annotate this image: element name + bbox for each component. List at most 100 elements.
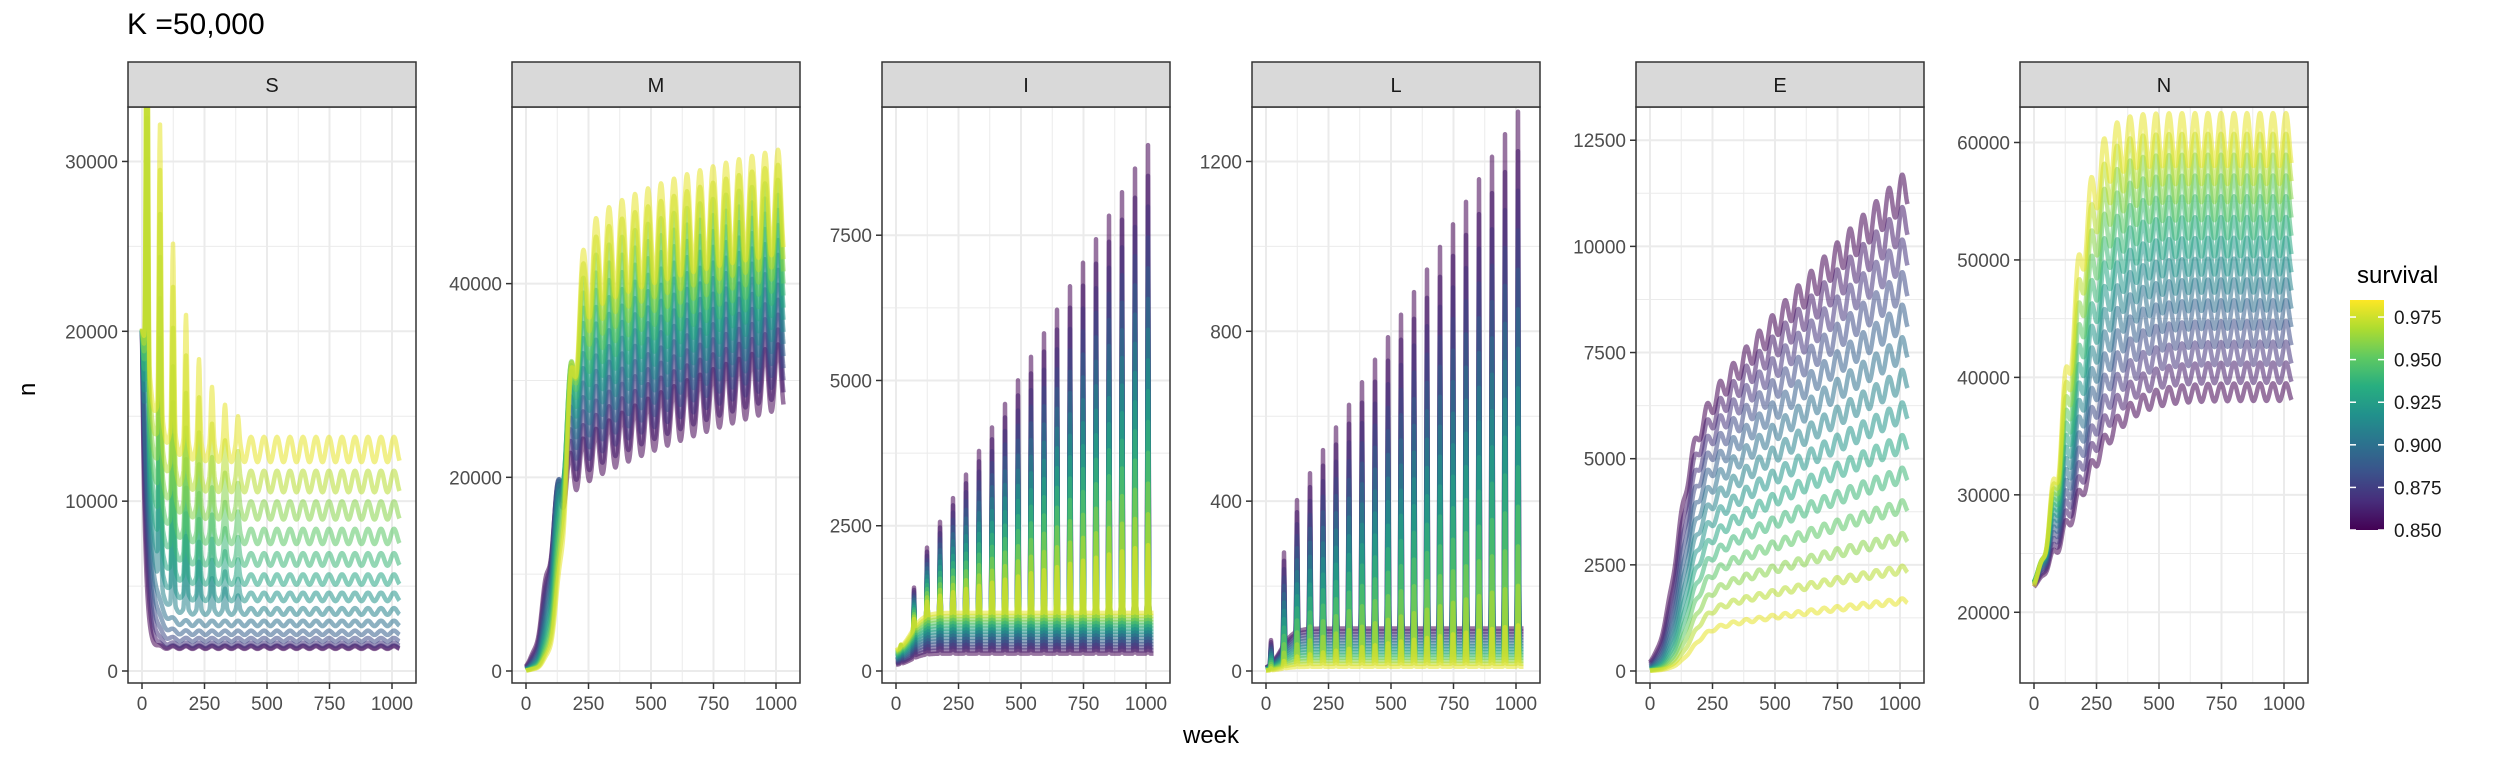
x-tick-label: 1000 [1495, 694, 1537, 715]
series-line [1648, 563, 1910, 673]
series-group [894, 142, 1156, 668]
series-line [1648, 498, 1910, 673]
series-line [2031, 110, 2294, 588]
series-line [1648, 367, 1910, 671]
x-tick-label: 750 [1822, 694, 1854, 715]
series-line [1648, 596, 1910, 674]
series-line [139, 330, 402, 638]
x-axis-label: week [1183, 722, 1240, 749]
y-tick-label: 0 [861, 662, 872, 683]
y-tick-label: 5000 [1584, 450, 1626, 471]
facet-strip [1635, 61, 1925, 108]
x-tick-label: 1000 [371, 694, 413, 715]
series-line [1648, 530, 1910, 673]
facet-strip [127, 61, 417, 108]
x-tick-label: 0 [521, 694, 532, 715]
x-tick-label: 750 [314, 694, 346, 715]
series-line [139, 330, 402, 629]
y-tick-label: 800 [1210, 322, 1242, 343]
y-tick-label: 50000 [1957, 251, 2010, 272]
x-tick-label: 250 [2081, 694, 2113, 715]
x-tick-label: 1000 [1879, 694, 1921, 715]
facet-strip [2019, 61, 2309, 108]
series-line [139, 330, 402, 644]
y-tick-label: 2500 [830, 517, 872, 538]
y-tick-label: 0 [107, 662, 118, 683]
series-line [1648, 400, 1910, 672]
legend-tick-label: 0.875 [2394, 478, 2442, 499]
series-group [1264, 109, 1526, 673]
facet-strip [881, 61, 1171, 108]
x-tick-label: 0 [2029, 694, 2040, 715]
y-tick-label: 40000 [1957, 368, 2010, 389]
series-line [1648, 465, 1910, 673]
x-tick-label: 1000 [1125, 694, 1167, 715]
y-tick-label: 1200 [1200, 152, 1242, 173]
x-tick-label: 0 [1645, 694, 1656, 715]
series-line [1264, 623, 1526, 673]
series-line [139, 330, 402, 649]
x-tick-label: 750 [698, 694, 730, 715]
series-line [894, 542, 1156, 653]
x-tick-label: 500 [2143, 694, 2175, 715]
legend-tick-label: 0.950 [2394, 351, 2442, 372]
facet-strip-label: M [648, 75, 665, 97]
panel-I: 0 250 500 750 1000 0 2500 5000 7500 I [830, 61, 1171, 715]
y-tick-label: 40000 [449, 275, 502, 296]
series-line [1648, 269, 1910, 668]
facet-strip-label: L [1390, 75, 1401, 97]
x-tick-label: 750 [2206, 694, 2238, 715]
x-tick-label: 0 [891, 694, 902, 715]
series-line [1648, 172, 1910, 664]
x-tick-label: 500 [1375, 694, 1407, 715]
panel-L: 0 250 500 750 1000 0 400 800 1200 L [1200, 61, 1541, 715]
legend-tick-label: 0.850 [2394, 521, 2442, 542]
panel-N: 0 250 500 750 1000 20000 30000 40000 50000 60000 N [1957, 61, 2309, 715]
x-tick-label: 750 [1068, 694, 1100, 715]
x-tick-label: 500 [1005, 694, 1037, 715]
legend-title: survival [2357, 262, 2438, 289]
x-tick-label: 500 [635, 694, 667, 715]
x-tick-label: 750 [1438, 694, 1470, 715]
y-tick-label: 0 [491, 662, 502, 683]
y-tick-label: 10000 [65, 492, 118, 513]
y-tick-label: 10000 [1573, 237, 1626, 258]
x-tick-label: 250 [1697, 694, 1729, 715]
legend-tick-label: 0.975 [2394, 308, 2442, 329]
legend-tick-label: 0.900 [2394, 436, 2442, 457]
x-tick-label: 0 [137, 694, 148, 715]
chart-title: K =50,000 [127, 8, 265, 41]
y-tick-label: 400 [1210, 492, 1242, 513]
series-group [2031, 110, 2294, 589]
x-tick-label: 0 [1261, 694, 1272, 715]
series-line [1648, 432, 1910, 672]
legend-tick-label: 0.925 [2394, 393, 2442, 414]
series-line [1648, 335, 1910, 670]
y-tick-label: 2500 [1584, 556, 1626, 577]
series-group [1648, 172, 1910, 674]
series-line [524, 147, 786, 673]
legend-colorbar [2350, 300, 2384, 530]
facet-strip-label: S [265, 75, 278, 97]
facet-strip-label: I [1023, 75, 1029, 97]
series-group [139, 107, 402, 652]
x-tick-label: 500 [251, 694, 283, 715]
facet-strip [1251, 61, 1541, 108]
x-tick-label: 250 [943, 694, 975, 715]
x-tick-label: 500 [1759, 694, 1791, 715]
facet-strip-label: E [1773, 75, 1786, 97]
x-tick-label: 250 [573, 694, 605, 715]
y-tick-label: 30000 [65, 152, 118, 173]
series-line [1648, 204, 1910, 666]
facet-strip-label: N [2157, 75, 2171, 97]
y-tick-label: 5000 [830, 371, 872, 392]
y-tick-label: 12500 [1573, 131, 1626, 152]
series-line [1648, 237, 1910, 667]
y-tick-label: 20000 [449, 468, 502, 489]
y-tick-label: 0 [1615, 662, 1626, 683]
x-tick-label: 250 [1313, 694, 1345, 715]
